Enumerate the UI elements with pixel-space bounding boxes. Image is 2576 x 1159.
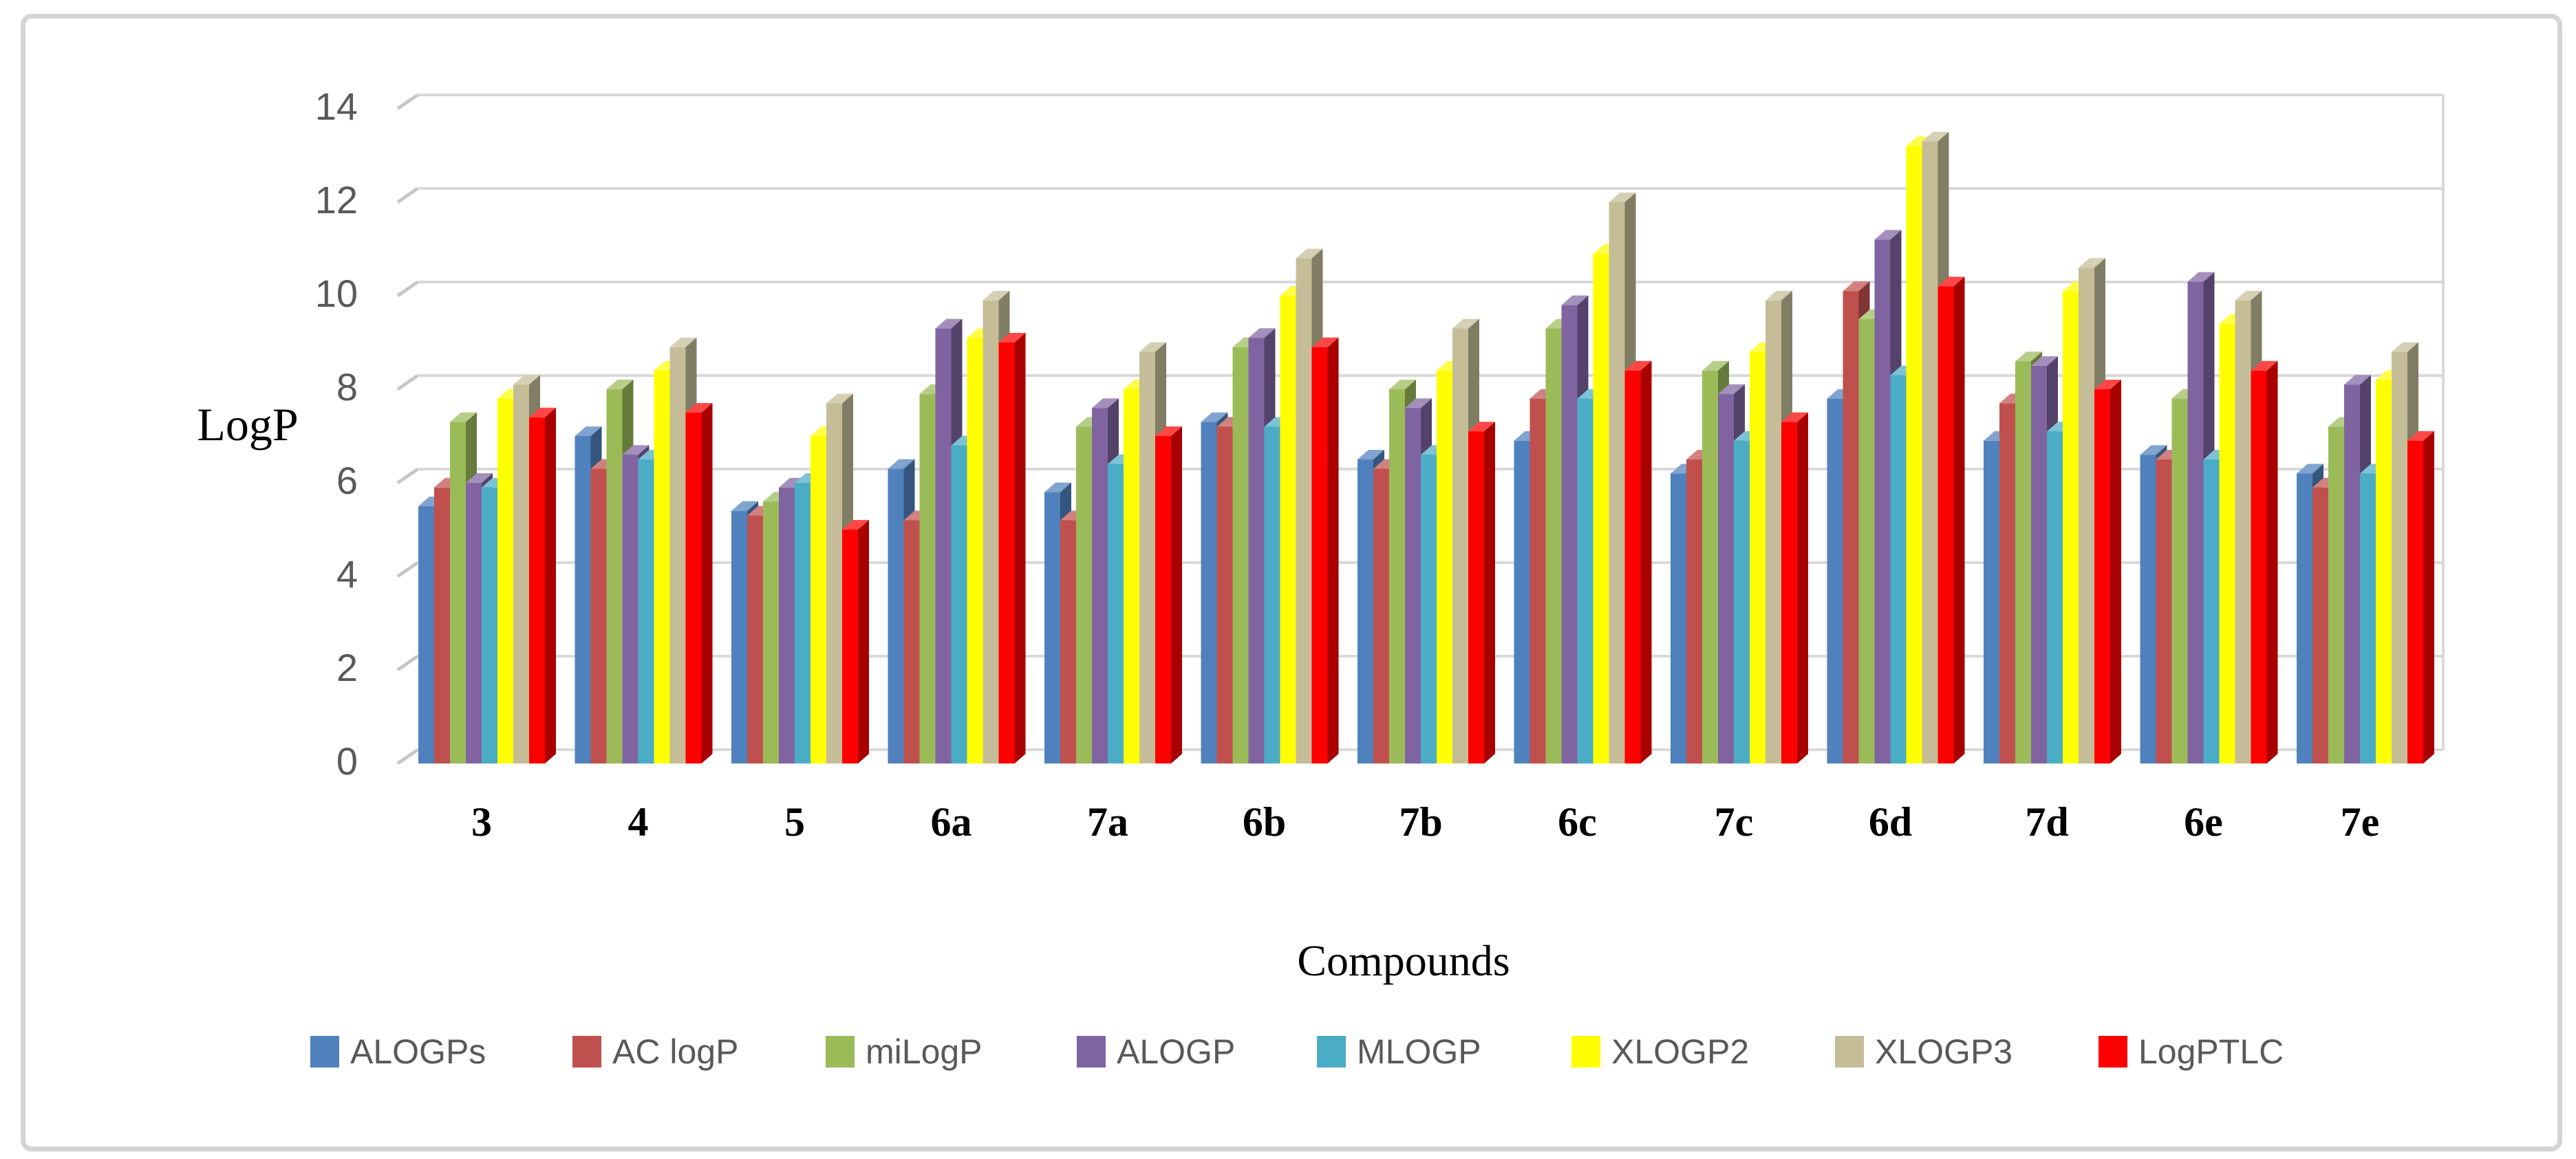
x-category-label: 6b xyxy=(1243,799,1286,845)
y-axis-tick xyxy=(396,280,419,298)
x-category-label: 7a xyxy=(1087,799,1128,845)
y-axis-tick xyxy=(396,748,419,766)
y-tick-label: 6 xyxy=(336,459,358,502)
y-tick-label: 2 xyxy=(336,646,358,689)
x-category-label: 7e xyxy=(2341,799,2380,845)
bar-LogPTLC-6c xyxy=(1624,360,1652,763)
y-axis-title: LogP xyxy=(197,398,299,451)
x-category-label: 6d xyxy=(1869,799,1912,845)
y-axis-tick xyxy=(396,561,419,578)
bar-LogPTLC-5 xyxy=(842,520,869,763)
bar-LogPTLC-7c xyxy=(1781,412,1808,763)
x-category-label: 5 xyxy=(784,799,805,845)
x-axis-title: Compounds xyxy=(1297,936,1510,985)
bar-LogPTLC-6e xyxy=(2251,360,2278,763)
x-category-label: 6e xyxy=(2184,799,2223,845)
y-tick-label: 8 xyxy=(336,365,358,409)
bar-LogPTLC-7e xyxy=(2407,431,2434,763)
x-category-label: 7b xyxy=(1399,799,1442,845)
y-axis-tick xyxy=(396,93,419,111)
y-axis-tick xyxy=(396,186,419,204)
x-category-label: 4 xyxy=(628,799,649,845)
x-category-label: 3 xyxy=(471,799,492,845)
y-tick-label: 4 xyxy=(336,552,358,596)
bar-LogPTLC-3 xyxy=(529,407,556,763)
x-category-label: 7d xyxy=(2025,799,2068,845)
y-axis-tick xyxy=(396,467,419,485)
y-tick-label: 0 xyxy=(336,739,358,783)
x-category-label: 6c xyxy=(1558,799,1597,845)
bar-LogPTLC-6a xyxy=(998,333,1026,763)
x-category-label: 7c xyxy=(1715,799,1754,845)
bar-LogPTLC-7a xyxy=(1155,426,1182,763)
y-tick-label: 14 xyxy=(315,85,358,128)
bar-LogPTLC-7d xyxy=(2094,380,2121,763)
x-category-label: 6a xyxy=(931,799,972,845)
bar-LogPTLC-6d xyxy=(1938,277,1965,763)
bar-LogPTLC-6b xyxy=(1311,337,1339,763)
bar-LogPTLC-4 xyxy=(685,403,713,763)
bar-LogPTLC-7b xyxy=(1468,422,1495,763)
y-axis-tick xyxy=(396,373,419,391)
y-axis-tick xyxy=(396,654,419,672)
y-tick-label: 10 xyxy=(315,272,358,315)
y-tick-label: 12 xyxy=(315,178,358,221)
